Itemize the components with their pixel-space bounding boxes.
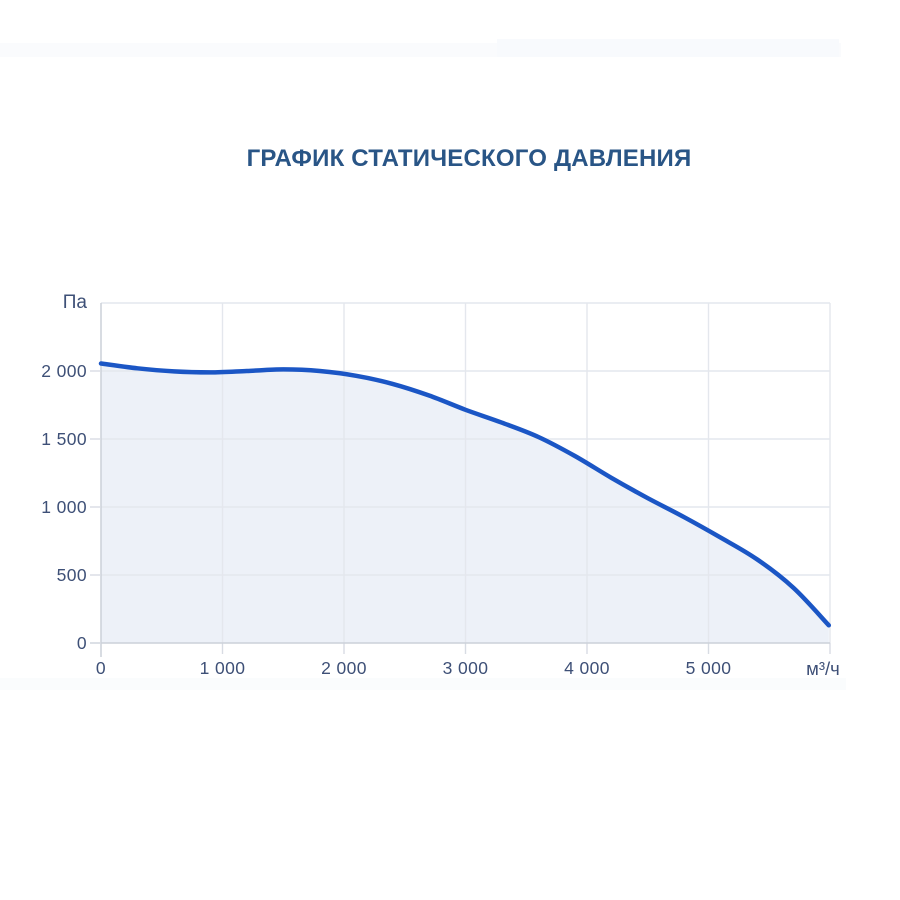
x-tick-label: 0 xyxy=(96,658,106,678)
x-axis-unit-label: м³/ч xyxy=(806,658,840,679)
y-axis-unit-label: Па xyxy=(62,292,87,313)
y-tick-label: 500 xyxy=(57,565,87,585)
x-tick-label: 3 000 xyxy=(443,658,489,678)
y-tick-label: 0 xyxy=(77,633,87,653)
x-tick-label: 2 000 xyxy=(321,658,367,678)
y-tick-label: 2 000 xyxy=(41,361,87,381)
x-tick-label: 1 000 xyxy=(200,658,246,678)
x-tick-label: 4 000 xyxy=(564,658,610,678)
bottom-band xyxy=(0,678,846,690)
y-tick-label: 1 000 xyxy=(41,497,87,517)
pressure-curve xyxy=(98,361,832,628)
x-tick-label: 5 000 xyxy=(686,658,732,678)
chart-title: ГРАФИК СТАТИЧЕСКОГО ДАВЛЕНИЯ xyxy=(246,145,692,172)
y-tick-label: 1 500 xyxy=(41,429,87,449)
top-band-right xyxy=(497,39,839,57)
